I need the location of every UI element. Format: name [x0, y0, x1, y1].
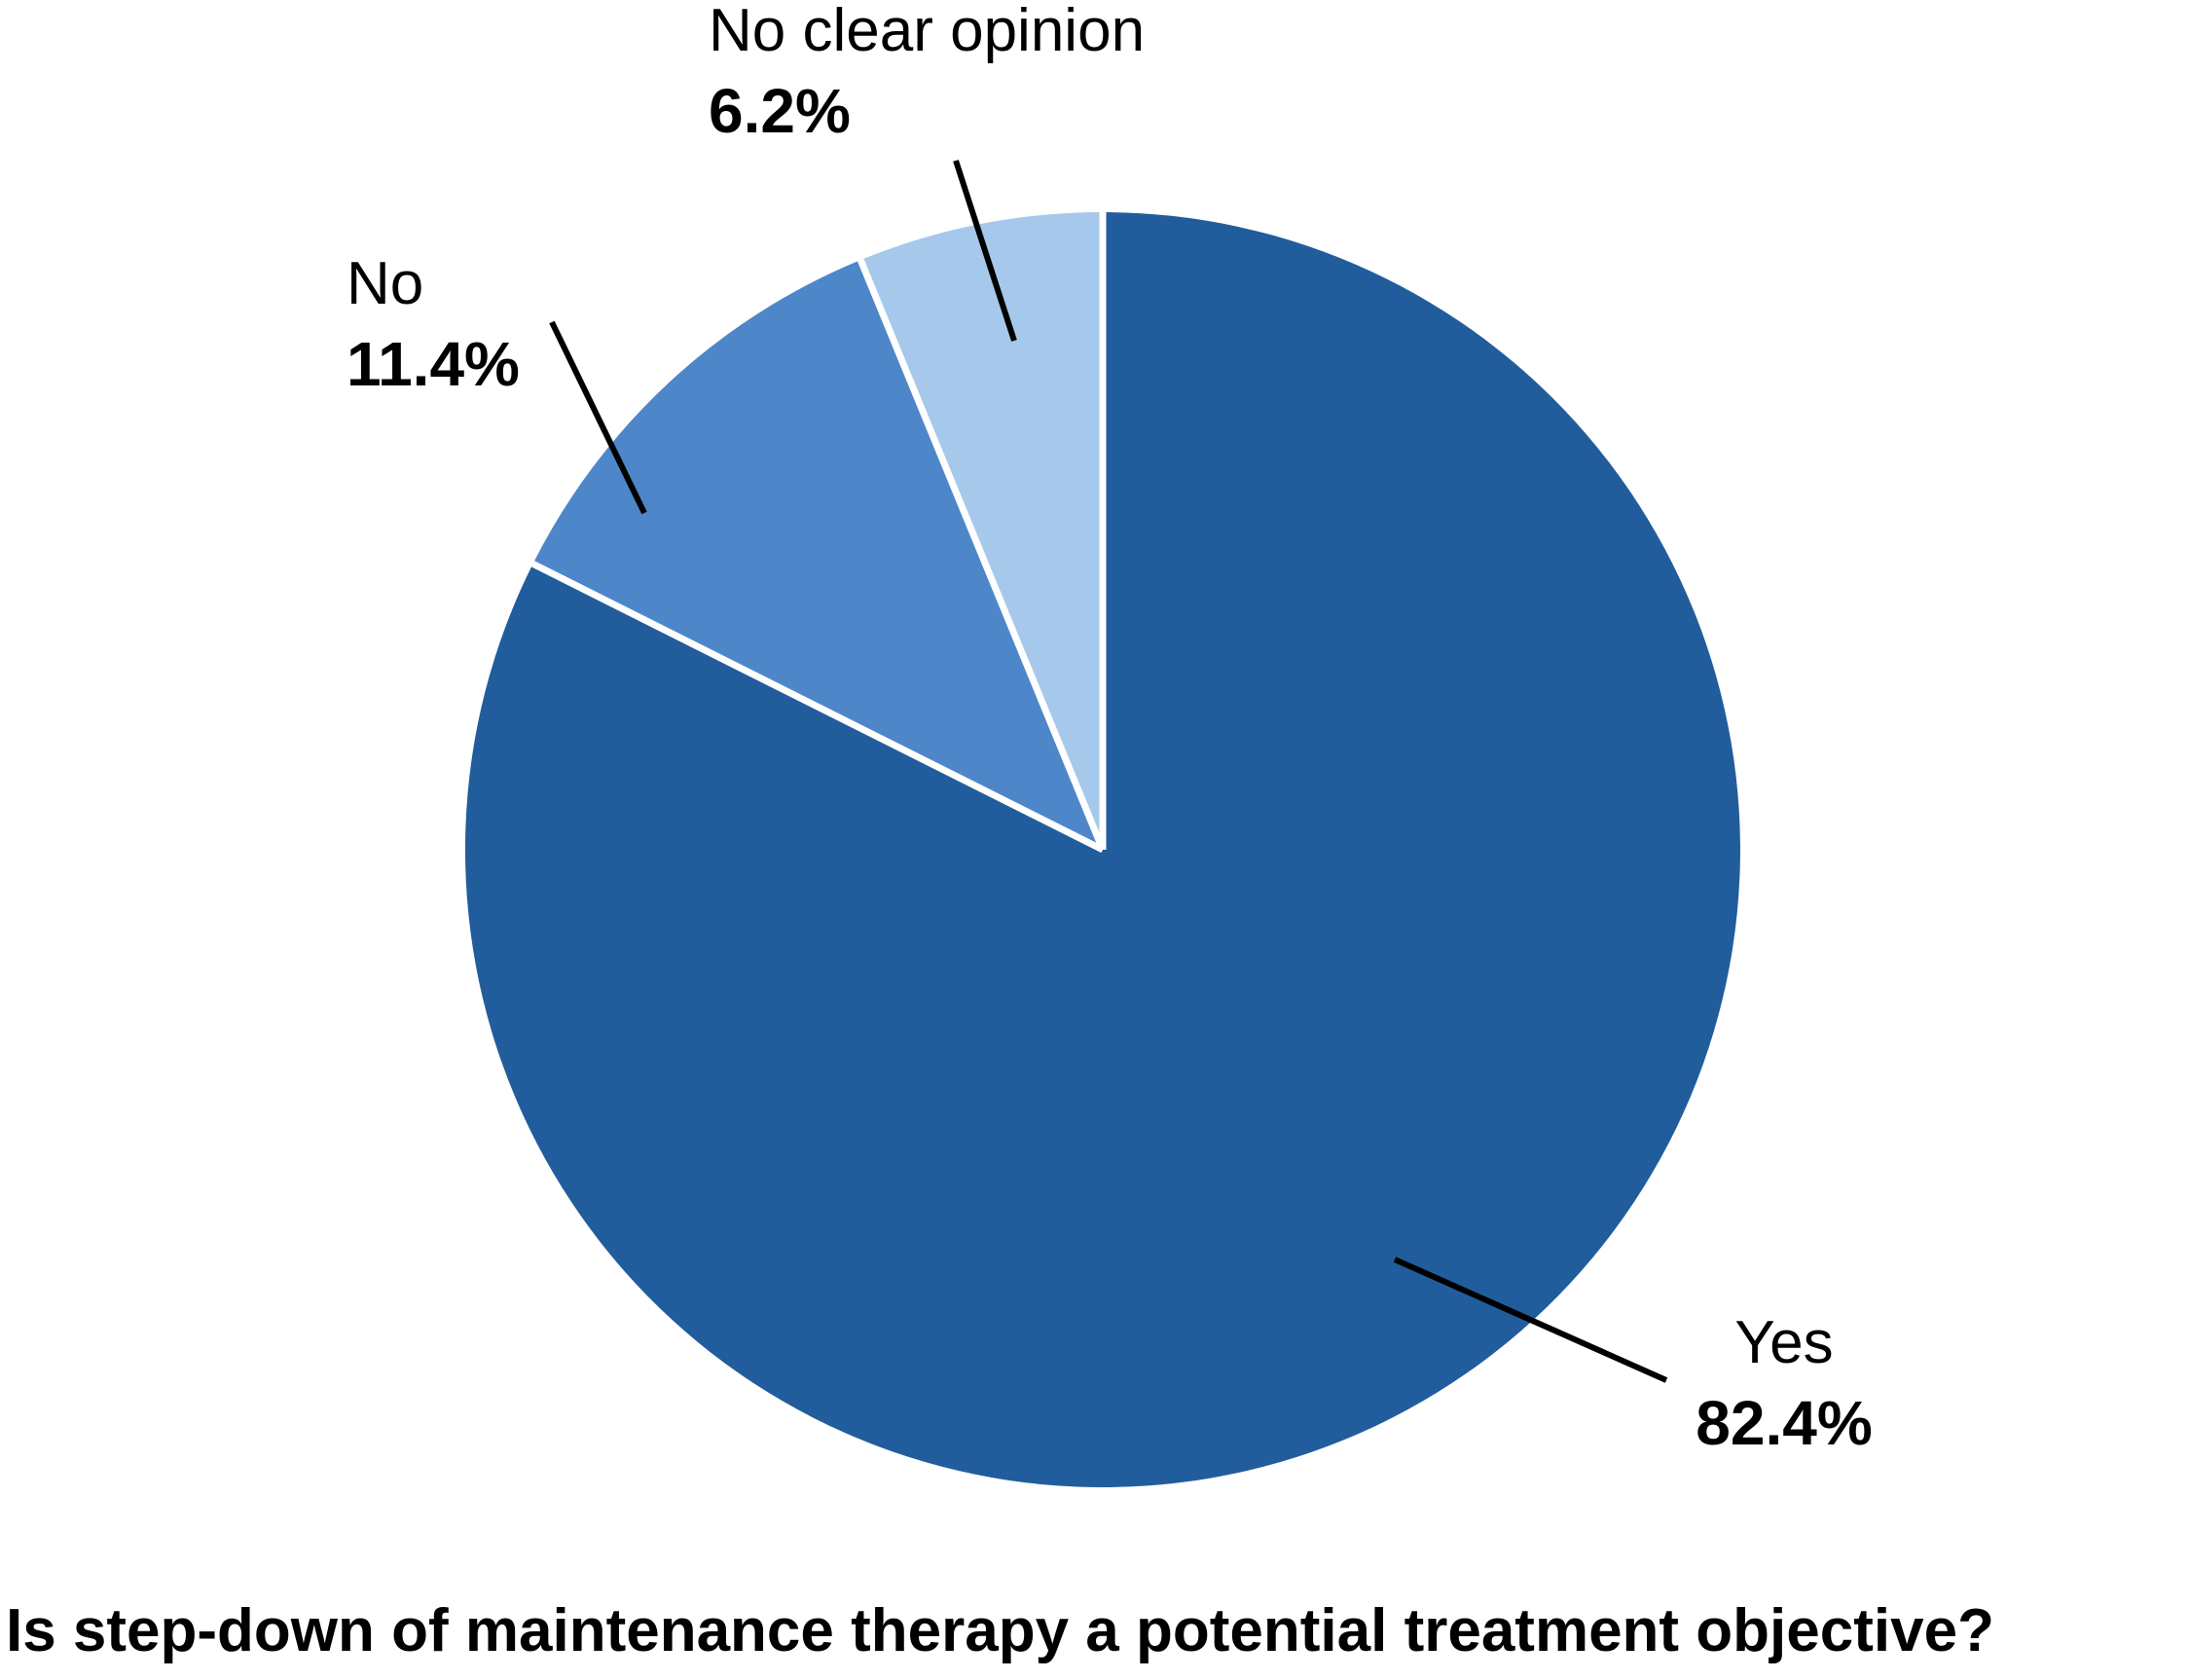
slice-label-no-clear-opinion: No clear opinion 6.2% — [709, 0, 1145, 152]
leader-line-no — [549, 320, 647, 515]
pie-slice-ncop — [860, 212, 1103, 850]
leader-line-ncop — [953, 160, 1017, 342]
slice-label-text: No — [347, 250, 424, 317]
slice-percent-text: 6.2% — [709, 75, 851, 146]
chart-title: Is step-down of maintenance therapy a po… — [6, 1597, 1994, 1664]
slice-label-text: No clear opinion — [709, 0, 1146, 64]
slice-separator — [530, 561, 1105, 854]
slice-label-yes: Yes 82.4% — [1696, 1304, 1872, 1464]
pie-slice-no — [532, 260, 1103, 851]
slice-label-text: Yes — [1734, 1309, 1834, 1376]
slice-separator — [857, 258, 1107, 852]
slice-percent-text: 11.4% — [347, 328, 520, 399]
leader-line-yes — [1393, 1257, 1668, 1383]
slice-percent-text: 82.4% — [1696, 1387, 1873, 1458]
slice-label-no: No 11.4% — [347, 245, 520, 405]
